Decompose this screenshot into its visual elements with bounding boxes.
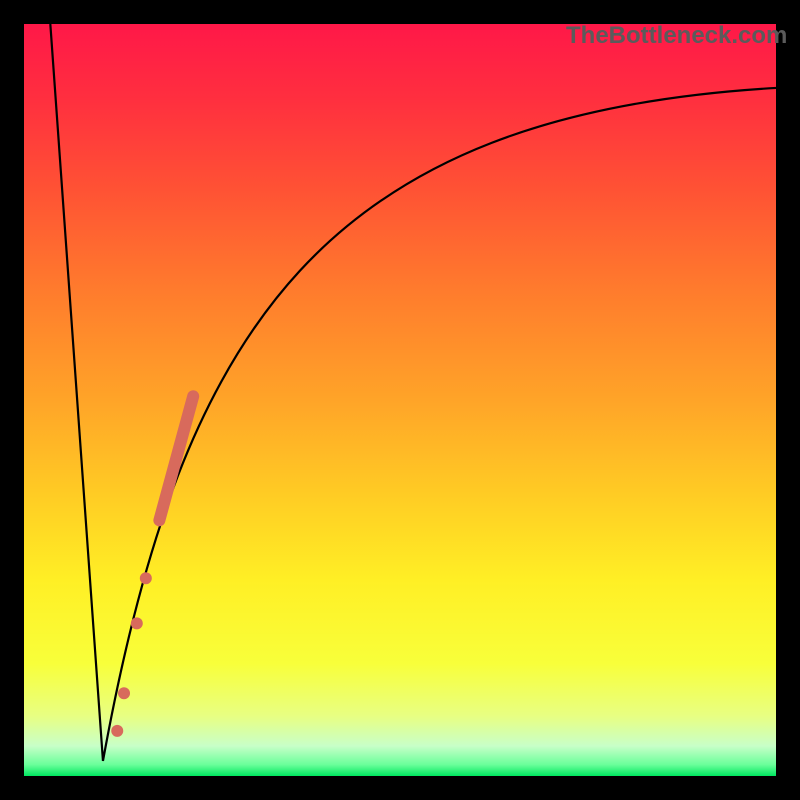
bottleneck-chart — [0, 0, 800, 800]
marker-dot — [140, 572, 152, 584]
marker-dot — [118, 687, 130, 699]
marker-dot — [111, 725, 123, 737]
watermark-text: TheBottleneck.com — [566, 22, 787, 50]
chart-background — [24, 24, 776, 776]
marker-dot — [131, 617, 143, 629]
